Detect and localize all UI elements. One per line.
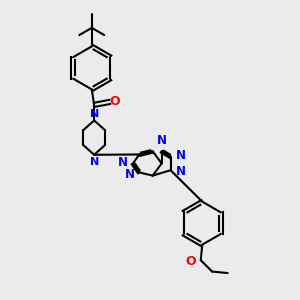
Text: N: N <box>157 134 167 147</box>
Text: O: O <box>110 95 120 108</box>
Text: N: N <box>118 156 128 169</box>
Text: N: N <box>89 157 99 166</box>
Text: N: N <box>89 109 99 118</box>
Text: N: N <box>125 168 135 181</box>
Text: N: N <box>176 149 185 162</box>
Text: N: N <box>176 165 185 178</box>
Text: O: O <box>185 255 196 268</box>
